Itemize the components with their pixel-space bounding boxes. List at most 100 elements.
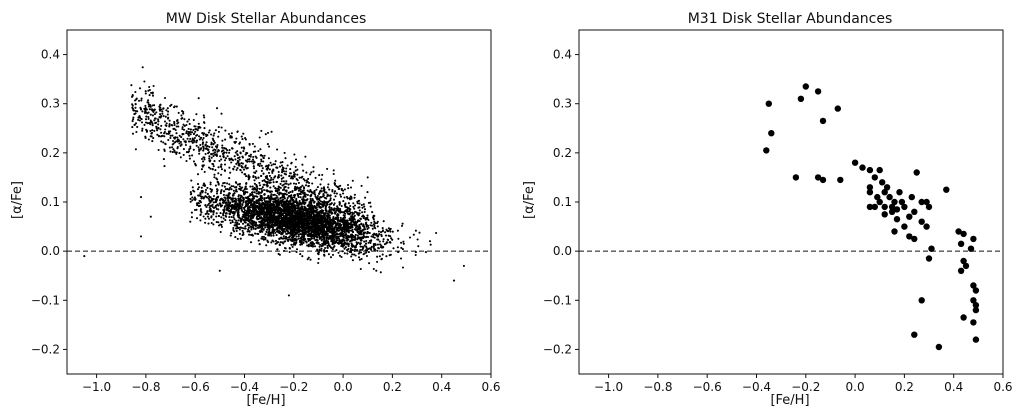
mw-data-point [234,205,237,208]
mw-data-point [287,220,290,223]
mw-data-point [301,227,304,230]
mw-data-point [301,163,304,166]
mw-data-point [131,106,134,109]
mw-data-point [275,234,278,237]
mw-data-point [256,195,259,198]
mw-data-point [341,226,344,229]
mw-data-point [285,182,288,185]
mw-data-point [220,112,223,115]
mw-data-point [183,118,186,121]
mw-data-point [191,186,194,189]
mw-data-point [228,205,231,208]
mw-data-point [238,185,241,188]
mw-data-point [185,132,188,135]
mw-data-point [196,129,199,132]
mw-data-point [329,231,332,234]
mw-data-point [372,233,375,236]
mw-data-point [212,194,216,198]
mw-data-point [295,248,299,251]
mw-data-point [138,119,141,122]
mw-data-point [364,218,367,221]
mw-data-point [397,251,400,254]
mw-data-point [209,183,212,186]
mw-data-point [152,137,155,140]
mw-data-point [316,241,319,245]
mw-data-point [171,151,174,154]
mw-data-point [257,149,260,153]
mw-data-point [387,230,390,233]
mw-data-point [290,243,293,246]
mw-data-point [230,232,233,235]
mw-data-point [339,211,342,214]
mw-data-point [265,175,269,178]
mw-data-point [217,135,220,138]
mw-data-point [353,204,357,207]
mw-data-point [342,189,345,192]
mw-data-point [273,198,276,201]
mw-data-point [366,191,369,194]
mw-data-point [151,129,154,132]
mw-data-point [217,149,220,152]
mw-data-point [272,218,276,221]
mw-data-point [173,106,176,109]
mw-data-point [347,229,350,232]
mw-data-point [275,202,278,205]
mw-data-point [304,206,307,209]
mw-data-point [168,123,171,126]
mw-data-point [339,232,342,235]
mw-data-point [351,249,354,252]
mw-data-point [260,129,263,132]
mw-data-point [321,173,324,176]
mw-data-point [236,225,239,228]
mw-data-point [282,195,285,198]
mw-data-point [235,181,238,184]
mw-data-point [312,166,315,169]
mw-data-point [376,238,380,241]
mw-data-point [359,239,362,242]
mw-data-point [336,219,339,222]
mw-data-point [198,149,201,153]
mw-data-point [149,123,152,126]
mw-data-point [302,218,306,221]
mw-data-point [232,167,235,170]
mw-data-point [328,209,331,212]
mw-data-point [255,185,258,188]
mw-data-point [162,114,165,118]
mw-data-point [354,233,357,236]
mw-data-point [163,96,167,100]
mw-data-point [156,129,159,132]
mw-data-point [279,214,282,217]
mw-data-point [188,154,191,157]
mw-data-point [131,104,134,107]
mw-data-point [285,232,288,235]
mw-data-point [333,211,337,214]
mw-data-point [293,217,296,220]
mw-x-tick-label: 0.6 [481,380,500,394]
mw-data-point [332,229,335,232]
mw-data-point [297,235,300,238]
mw-data-point [286,205,289,209]
mw-data-point [248,198,251,201]
mw-data-point [242,201,245,204]
mw-data-point [376,225,379,228]
mw-data-point [220,223,223,226]
mw-data-point [228,212,231,215]
mw-data-point [207,217,211,220]
mw-data-point [345,237,348,240]
mw-data-point [194,125,197,128]
mw-data-point [265,215,268,218]
mw-data-point [217,130,220,133]
mw-data-point [182,132,185,136]
mw-data-point [328,208,331,211]
mw-data-point [285,180,288,183]
mw-data-point [198,138,201,141]
mw-data-point [380,257,383,260]
mw-data-point [322,243,325,246]
mw-data-point [334,241,337,244]
mw-data-point [351,211,354,214]
mw-data-point [298,239,302,242]
mw-data-point [351,179,354,182]
mw-data-point [265,168,268,171]
mw-data-point [228,177,231,180]
mw-data-point [321,204,324,207]
